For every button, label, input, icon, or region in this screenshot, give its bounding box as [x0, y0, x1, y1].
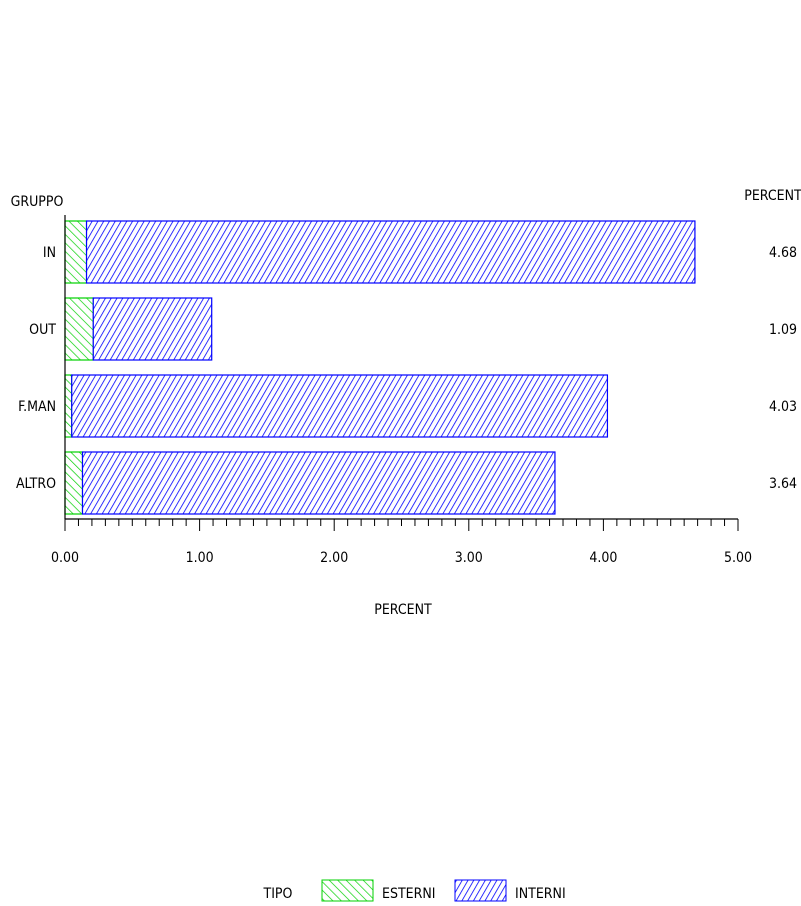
bar-esterni-f-man	[64, 374, 73, 438]
legend-title: TIPO	[263, 886, 293, 902]
total-column-label: PERCENT	[744, 188, 801, 204]
category-label: OUT	[29, 322, 56, 338]
bar-interni-in	[85, 220, 696, 284]
x-tick-label: 2.00	[320, 550, 348, 566]
bar-interni-out	[92, 297, 213, 361]
legend-swatch-esterni	[321, 879, 374, 902]
x-axis-ticks	[64, 519, 739, 531]
total-labels: 4.68 1.09 4.03 3.64	[769, 245, 797, 492]
x-tick-label: 5.00	[724, 550, 752, 566]
x-axis-tick-labels: 0.00 1.00 2.00 3.00 4.00 5.00	[51, 550, 752, 566]
x-tick-label: 3.00	[455, 550, 483, 566]
total-label: 4.68	[769, 245, 797, 261]
bar-interni-f-man	[71, 374, 609, 438]
total-label: 3.64	[769, 476, 797, 492]
category-label: F.MAN	[18, 399, 56, 415]
bar-esterni-out	[64, 297, 94, 361]
category-axis-label: GRUPPO	[11, 194, 64, 210]
category-label: IN	[43, 245, 56, 261]
bar-esterni-in	[64, 220, 88, 284]
x-tick-label: 1.00	[186, 550, 214, 566]
bar-esterni-altro	[64, 451, 84, 515]
category-labels: IN OUT F.MAN ALTRO	[16, 245, 56, 492]
x-axis-label: PERCENT	[374, 602, 432, 618]
total-label: 1.09	[769, 322, 797, 338]
category-label: ALTRO	[16, 476, 56, 492]
x-tick-label: 4.00	[589, 550, 617, 566]
total-label: 4.03	[769, 399, 797, 415]
legend-label-interni: INTERNI	[515, 886, 566, 902]
legend-swatch-interni	[454, 879, 507, 902]
legend: TIPO ESTERNI INTERNI	[263, 879, 566, 902]
x-tick-label: 0.00	[51, 550, 79, 566]
bars-group	[64, 220, 696, 515]
legend-label-esterni: ESTERNI	[382, 886, 435, 902]
bar-interni-altro	[81, 451, 556, 515]
